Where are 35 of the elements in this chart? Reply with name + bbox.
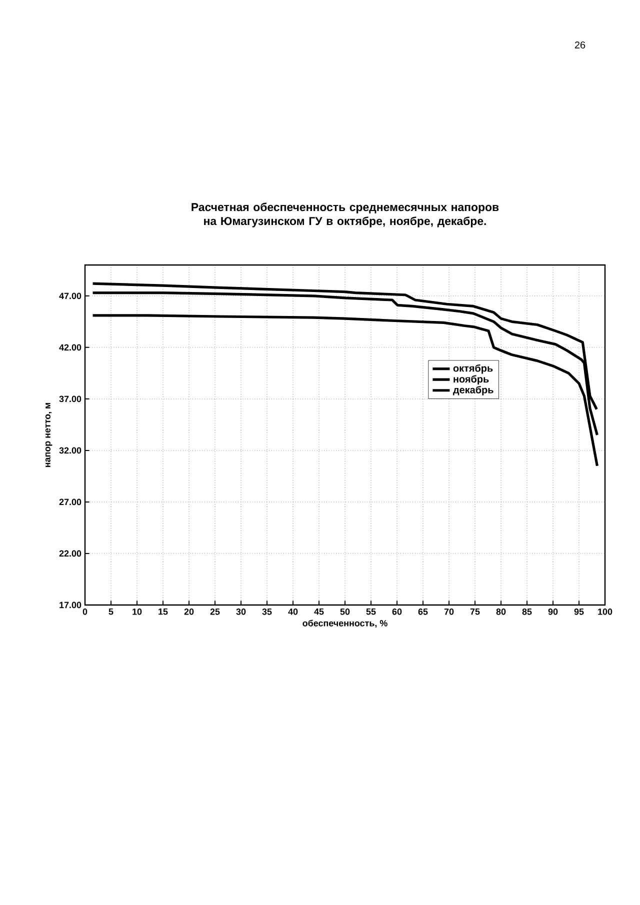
x-tick-label: 10 bbox=[132, 608, 142, 615]
y-tick-label: 42.00 bbox=[59, 344, 82, 351]
legend-label: ноябрь bbox=[454, 375, 489, 385]
x-tick-label: 35 bbox=[262, 608, 272, 615]
x-tick-label: 20 bbox=[184, 608, 194, 615]
x-tick-label: 45 bbox=[314, 608, 324, 615]
x-tick-label: 50 bbox=[340, 608, 350, 615]
x-tick-label: 40 bbox=[288, 608, 298, 615]
y-tick-label: 37.00 bbox=[59, 396, 82, 402]
x-axis-title: обеспеченность, % bbox=[302, 620, 388, 628]
legend-label: декабрь bbox=[453, 386, 494, 396]
x-tick-label: 60 bbox=[392, 608, 402, 615]
x-tick-label: 80 bbox=[496, 608, 506, 615]
y-tick-label: 17.00 bbox=[60, 602, 82, 608]
x-tick-label: 75 bbox=[470, 608, 480, 615]
y-tick-label: 27.00 bbox=[59, 498, 82, 506]
x-tick-label: 30 bbox=[236, 608, 246, 615]
legend-label: октябрь bbox=[453, 364, 493, 374]
text: 26 bbox=[574, 41, 586, 49]
x-tick-label: 0 bbox=[82, 608, 88, 615]
chart-title: Расчетная обеспеченность среднемесячных напоров на Юмагузинском ГУ в октябре, ноябре, декабре. bbox=[192, 202, 499, 228]
y-axis-title: напор нетто, м bbox=[46, 402, 52, 468]
y-tick-label: 22.00 bbox=[59, 550, 82, 557]
y-tick-label: 32.00 bbox=[59, 447, 82, 454]
y-tick-label: 47.00 bbox=[59, 292, 82, 300]
x-tick-label: 5 bbox=[108, 608, 114, 615]
x-tick-label: 100 bbox=[598, 608, 612, 615]
x-tick-label: 55 bbox=[366, 608, 376, 615]
x-tick-label: 95 bbox=[574, 608, 584, 615]
x-tick-label: 90 bbox=[548, 608, 558, 615]
x-tick-label: 15 bbox=[158, 608, 168, 615]
x-tick-label: 25 bbox=[210, 608, 220, 615]
x-tick-label: 85 bbox=[522, 608, 532, 615]
x-tick-label: 65 bbox=[418, 608, 428, 615]
x-tick-label: 70 bbox=[444, 608, 454, 615]
